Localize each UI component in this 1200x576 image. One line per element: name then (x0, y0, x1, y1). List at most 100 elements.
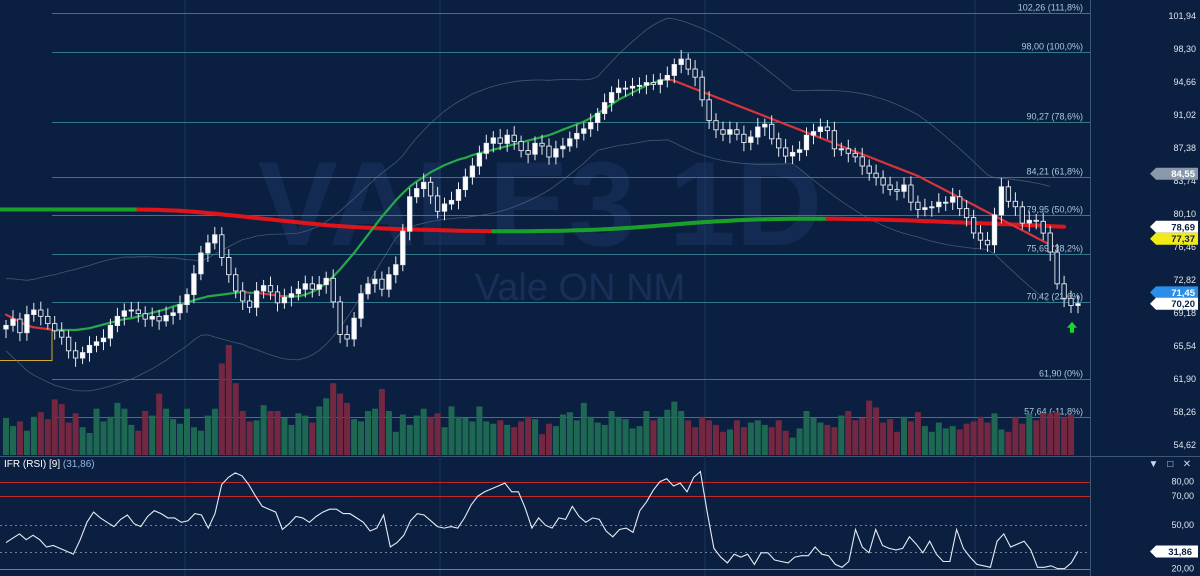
price-badge-bg-0 (1150, 167, 1198, 180)
candle-body-15 (107, 324, 114, 339)
candle-body-105 (734, 129, 740, 135)
candle-body-17 (121, 310, 127, 317)
sma-fast-segment-126 (874, 158, 885, 164)
volume-bar-68 (476, 406, 483, 455)
volume-bar-118 (824, 424, 831, 455)
price-badge-bg-2 (1150, 232, 1198, 245)
sma-fast-segment-140 (972, 203, 982, 210)
fibonacci-label-3: 84,21 (61,8%) (1026, 167, 1083, 177)
volume-bar-126 (880, 422, 887, 455)
envelope-lower (5, 139, 1051, 392)
sma-fast-segment-84 (582, 116, 592, 123)
candle-body-144 (1005, 186, 1012, 202)
sma-fast-segment-112 (777, 120, 787, 126)
sma-fast-segment-127 (881, 161, 892, 167)
volume-bar-148 (1033, 420, 1040, 455)
candle-body-130 (908, 184, 914, 203)
candle-body-109 (762, 123, 768, 128)
volume-bar-45 (316, 406, 323, 455)
volume-bar-128 (894, 431, 900, 455)
candle-body-20 (142, 313, 148, 320)
volume-bar-58 (406, 424, 413, 455)
volume-bar-60 (420, 408, 427, 455)
candle-body-75 (525, 150, 531, 155)
candle-body-119 (831, 130, 838, 150)
volume-bar-84 (587, 416, 594, 455)
sma-fast-segment-64 (443, 161, 453, 167)
candle-body-93 (650, 82, 657, 85)
volume-bar-52 (365, 411, 371, 455)
candle-body-40 (281, 296, 288, 304)
candle-body-127 (887, 184, 893, 190)
volume-bar-138 (963, 423, 970, 455)
candle-body-83 (581, 128, 587, 134)
volume-bar-120 (838, 415, 845, 455)
candle-body-152 (1061, 283, 1067, 299)
candle-body-71 (497, 137, 503, 144)
sma-fast-segment-108 (749, 109, 759, 115)
candle-body-91 (636, 84, 643, 87)
sma-fast-segment-59 (408, 180, 418, 188)
volume-bar-1 (10, 426, 16, 455)
volume-bar-112 (782, 430, 789, 455)
volume-bar-62 (434, 413, 441, 455)
sma-fast-segment-12 (81, 327, 91, 331)
candle-body-81 (567, 138, 573, 147)
candle-body-101 (706, 99, 712, 122)
candle-body-9 (65, 336, 72, 352)
volume-bar-29 (204, 415, 211, 455)
minimize-icon[interactable]: ▼ (1148, 459, 1159, 470)
volume-bar-65 (455, 416, 462, 455)
volume-bar-53 (372, 408, 378, 455)
rsi-axis-tick-2: 50,00 (1171, 520, 1194, 530)
volume-bar-106 (740, 427, 747, 455)
sma-fast-segment-23 (158, 308, 168, 312)
candle-body-108 (755, 126, 761, 138)
volume-bar-76 (532, 419, 539, 455)
sma-fast-segment-125 (868, 155, 878, 161)
sma-fast-segment-50 (346, 251, 356, 263)
volume-bar-44 (309, 422, 316, 455)
volume-bar-74 (518, 421, 525, 455)
sma-fast-segment-28 (192, 297, 202, 302)
candle-body-146 (1019, 206, 1025, 224)
candle-body-139 (970, 217, 977, 234)
volume-bar-24 (170, 419, 177, 455)
volume-bar-147 (1026, 413, 1033, 455)
rsi-axis-tick-1: 70,00 (1171, 491, 1194, 501)
volume-bar-82 (573, 420, 580, 455)
candle-body-33 (233, 274, 239, 292)
sma-fast-segment-77 (533, 135, 544, 140)
candle-body-19 (135, 309, 141, 315)
volume-bar-117 (817, 422, 824, 455)
candle-body-103 (720, 129, 726, 135)
candle-body-69 (483, 142, 489, 154)
candle-body-14 (100, 337, 107, 343)
sma-fast-segment-57 (394, 192, 404, 202)
sma-fast-segment-33 (227, 291, 237, 295)
price-axis-tick-0: 101,94 (1168, 11, 1196, 21)
maximize-icon[interactable]: □ (1167, 459, 1174, 470)
close-icon[interactable]: ✕ (1182, 459, 1192, 470)
volume-bar-145 (1012, 416, 1019, 455)
price-badge-label-3: 71,45 (1171, 288, 1195, 299)
volume-bar-9 (65, 422, 72, 455)
candle-body-31 (219, 234, 225, 258)
candle-body-25 (177, 304, 183, 314)
volume-bar-39 (274, 411, 281, 455)
candle-body-87 (608, 92, 615, 104)
sma-fast-segment-147 (1021, 229, 1031, 235)
volume-bar-56 (392, 431, 399, 455)
candle-body-97 (678, 58, 684, 65)
candle-body-36 (253, 290, 260, 308)
volume-bar-127 (887, 419, 894, 455)
volume-bar-130 (908, 421, 914, 455)
candle-body-4 (31, 309, 37, 315)
sma-fast-segment-104 (721, 98, 732, 104)
volume-bar-93 (650, 420, 657, 455)
sma-fast-segment-113 (784, 123, 794, 129)
sma-fast-segment-110 (763, 115, 773, 121)
volume-bar-11 (79, 427, 86, 455)
candle-body-150 (1047, 232, 1053, 253)
